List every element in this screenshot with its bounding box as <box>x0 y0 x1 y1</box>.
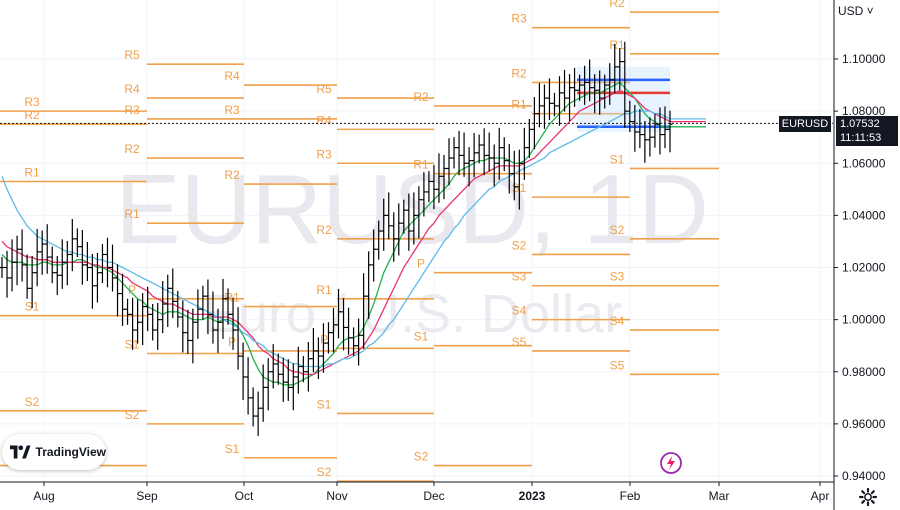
time-tick-label: Apr <box>811 489 830 503</box>
bar-countdown-timer: 11:11:53 <box>840 132 882 144</box>
pivot-label: S4 <box>610 314 625 328</box>
time-tick-label: Feb <box>620 489 641 503</box>
pivot-label: S2 <box>25 395 40 409</box>
time-tick-label: Oct <box>235 489 254 503</box>
time-tick-label: Sep <box>136 489 158 503</box>
pivot-label: S2 <box>125 408 140 422</box>
pivot-label: S1 <box>610 152 625 166</box>
pivot-label: P <box>417 257 425 271</box>
pivot-label: S3 <box>610 270 625 284</box>
price-tick-label: 0.94000 <box>842 469 886 483</box>
price-tick-label: 1.00000 <box>842 313 886 327</box>
pivot-label: R3 <box>316 147 332 161</box>
sma-line-3 <box>1 110 706 368</box>
pivot-label: R4 <box>224 69 240 83</box>
time-axis[interactable]: Aug Sep Oct Nov Dec 2023 Feb Mar Apr <box>33 482 829 503</box>
current-price-value: 1.07532 <box>840 118 880 130</box>
price-tick-label: 1.10000 <box>842 52 886 66</box>
pivot-label: R5 <box>316 82 332 96</box>
pivot-label: R1 <box>24 165 40 179</box>
pivot-label: S2 <box>317 465 332 479</box>
pivot-label: R1 <box>316 283 332 297</box>
gear-icon[interactable] <box>858 487 878 507</box>
price-tick-label: 1.08000 <box>842 104 886 118</box>
pivot-label: R2 <box>511 66 527 80</box>
pivot-label: S5 <box>512 335 527 349</box>
pivot-label: S1 <box>317 397 332 411</box>
pivot-label: S3 <box>512 270 527 284</box>
moving-averages <box>1 81 706 386</box>
pivot-label: R1 <box>511 98 527 112</box>
time-tick-label: Dec <box>423 489 444 503</box>
pivot-label: S2 <box>610 223 625 237</box>
price-tick-label: 1.06000 <box>842 156 886 170</box>
price-tick-label: 0.98000 <box>842 365 886 379</box>
tradingview-logo-icon <box>10 445 31 459</box>
pivot-label: S4 <box>512 304 527 318</box>
pivot-label: R1 <box>124 207 140 221</box>
symbol-watermark: EURUSD, 1D Euro / U.S. Dollar <box>115 154 709 344</box>
pivot-label: R1 <box>609 38 625 52</box>
pivot-label: R3 <box>24 95 40 109</box>
pivot-label: R3 <box>224 103 240 117</box>
sma-line-1 <box>1 81 706 386</box>
pivot-label: S2 <box>512 238 527 252</box>
watermark-name: Euro / U.S. Dollar <box>202 284 622 344</box>
pivot-label: R3 <box>124 103 140 117</box>
pivot-label: R2 <box>316 223 332 237</box>
pivot-label: S5 <box>610 358 625 372</box>
price-tick-label: 0.96000 <box>842 417 886 431</box>
pivot-label: R1 <box>224 291 240 305</box>
symbol-price-tag: EURUSD <box>779 116 831 132</box>
pivot-label: S1 <box>225 442 240 456</box>
pivot-label: P <box>128 283 136 297</box>
time-tick-label: Mar <box>709 489 730 503</box>
ohlc-bars <box>0 41 673 436</box>
tradingview-logo-text: TradingView <box>35 445 106 459</box>
price-axis-bg <box>834 0 900 482</box>
current-price-tag: 1.07532 11:11:53 <box>836 116 898 146</box>
time-tick-label: Aug <box>33 489 54 503</box>
pivot-label: R3 <box>511 12 527 26</box>
watermark-symbol: EURUSD, 1D <box>115 154 709 264</box>
price-tick-label: 1.02000 <box>842 261 886 275</box>
pivot-label: R2 <box>24 108 40 122</box>
tradingview-logo[interactable]: TradingView <box>2 434 106 470</box>
pivot-label: R5 <box>124 48 140 62</box>
pivot-label: R4 <box>316 113 332 127</box>
pivot-label: R2 <box>413 90 429 104</box>
pivot-label: P <box>228 335 236 349</box>
price-axis[interactable]: 1.10000 1.08000 1.06000 1.04000 1.02000 1.000… <box>834 52 886 483</box>
pivot-label: R2 <box>609 0 625 10</box>
price-tick-label: 1.04000 <box>842 208 886 222</box>
pivot-label: R2 <box>124 142 140 156</box>
pivot-label: R1 <box>413 158 429 172</box>
time-tick-label: 2023 <box>519 489 546 503</box>
pivot-label: S2 <box>414 450 429 464</box>
lightning-icon[interactable] <box>659 451 683 475</box>
pivot-label: S1 <box>414 330 429 344</box>
pivot-label: R2 <box>224 168 240 182</box>
time-tick-label: Nov <box>326 489 347 503</box>
currency-selector-button[interactable]: USD ˅ <box>838 4 874 18</box>
pivot-label: R4 <box>124 82 140 96</box>
